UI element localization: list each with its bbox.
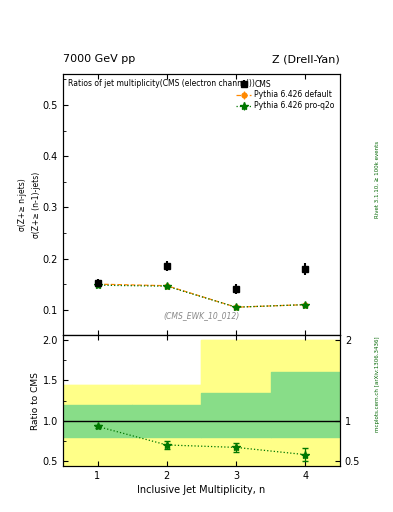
Text: Z (Drell-Yan): Z (Drell-Yan) <box>272 54 340 64</box>
Text: 7000 GeV pp: 7000 GeV pp <box>63 54 135 64</box>
Text: mcplots.cern.ch [arXiv:1306.3436]: mcplots.cern.ch [arXiv:1306.3436] <box>375 336 380 432</box>
Text: (CMS_EWK_10_012): (CMS_EWK_10_012) <box>163 311 240 319</box>
Y-axis label: σ(Z+≥ n-jets)
σ(Z+≥ (n-1)-jets): σ(Z+≥ n-jets) σ(Z+≥ (n-1)-jets) <box>18 172 41 238</box>
Legend: CMS, Pythia 6.426 default, Pythia 6.426 pro-q2o: CMS, Pythia 6.426 default, Pythia 6.426 … <box>234 78 336 112</box>
Text: Rivet 3.1.10, ≥ 100k events: Rivet 3.1.10, ≥ 100k events <box>375 141 380 218</box>
X-axis label: Inclusive Jet Multiplicity, n: Inclusive Jet Multiplicity, n <box>137 485 266 495</box>
Text: Ratios of jet multiplicity(CMS (electron channel)): Ratios of jet multiplicity(CMS (electron… <box>68 79 255 89</box>
Y-axis label: Ratio to CMS: Ratio to CMS <box>31 372 40 430</box>
